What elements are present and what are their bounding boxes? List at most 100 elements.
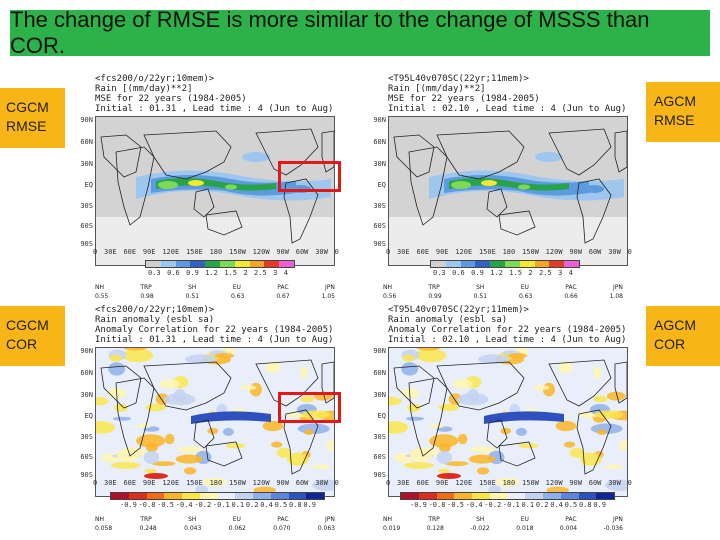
stat-label: NH [383,284,392,291]
colorbar-tick: 0.3 [433,269,446,277]
stat-label: NH [383,516,392,523]
stat-value: 0.98 [140,293,154,300]
colorbar-tick: 0.2 [245,501,259,509]
stat-label: TRP [140,284,152,291]
lat-tick: 90S [80,240,93,248]
lat-tick: 60S [373,222,386,230]
lat-tick: 90S [373,471,386,479]
colorbar-tick: -0.2 [194,501,212,509]
colorbar-swatch [182,493,200,499]
colorbar-tick: -0.1 [502,501,520,509]
lon-tick: 90W [276,479,289,487]
stat-label: SH [188,284,197,291]
stat-label: EU [520,284,529,291]
cor-map-agcm [388,347,628,497]
lon-tick: 150E [185,479,203,487]
rmse-map-agcm [388,116,628,266]
lon-tick: 60E [123,479,137,487]
lat-tick: 60S [80,222,93,230]
colorbar-swatch [190,261,206,267]
colorbar-swatch [418,493,437,499]
lon-tick: 30E [397,479,410,487]
colorbar-swatch [146,493,165,499]
panel-header: <T95L40v070SC(22yr;11mem)> Rain [(mm/day… [388,74,627,114]
colorbar-swatch [431,261,446,267]
stat-value: 1.05 [321,293,335,300]
colorbar-swatch [160,261,176,267]
lon-tick: 120W [252,248,270,256]
stat-value: 0.56 [383,293,397,300]
colorbar-tick: 4 [283,269,288,277]
colorbar-swatch [249,261,265,267]
colorbar-tick: 0.6 [167,269,180,277]
stat-label: EU [232,284,241,291]
lat-tick: 90N [373,116,386,124]
lat-tick: 60N [80,138,93,146]
lon-tick: 90E [142,479,156,487]
stat-label: PAC [565,516,577,523]
lat-tick: 90N [80,347,93,355]
colorbar-swatch [454,493,472,499]
colorbar-tick: 0.6 [452,269,465,277]
lon-tick: 90W [569,479,582,487]
cor-colorbar [400,492,615,500]
slide-title: The change of RMSE is more similar to th… [10,7,710,58]
lat-tick: 30N [373,160,386,168]
colorbar-tick: 2 [243,269,248,277]
stat-value: 0.063 [317,525,335,532]
colorbar-swatch [489,493,508,499]
lon-tick: 150W [522,248,539,256]
lon-ticks: 0 30E 60E 90E 120E 150E 180 150W 120W 90W 60W 30W 0 [386,248,632,256]
stat-label: SH [476,284,485,291]
stat-value: 0.55 [95,293,109,300]
stat-value: 0.66 [564,293,578,300]
stat-value: 0.63 [518,293,533,300]
lat-tick: 30S [373,202,386,210]
stat-label: SH [188,516,197,523]
colorbar-tick: 0.5 [274,501,288,509]
rmse-colorbar-ticks: 0.3 0.6 0.9 1.2 1.5 2 2.5 3 4 [148,269,288,277]
lat-tick: 30S [80,202,93,210]
stat-label: PAC [565,284,577,291]
colorbar-swatch [217,493,236,499]
colorbar-tick: -0.9 [120,501,137,509]
lon-tick: 30E [397,248,410,256]
colorbar-tick: 3 [558,269,563,277]
colorbar-tick: 0.1 [521,501,535,509]
stat-value: 0.004 [559,525,578,532]
lon-tick: 90E [435,248,449,256]
colorbar-swatch [205,261,220,267]
lon-tick: 150E [478,479,496,487]
colorbar-swatch [199,493,218,499]
colorbar-tick: 2.5 [539,269,552,277]
stats-table: NH TRP SH EU PAC JPN 0.56 0.99 0.51 0.63… [383,284,623,302]
colorbar-swatch [146,261,161,267]
stat-label: NH [95,284,104,291]
cor-colorbar-ticks: -0.9 -0.8 -0.5 -0.4 -0.2 -0.1 0.1 0.2 0.4 0.5 0.8 0… [410,501,606,509]
stat-value: 0.248 [139,525,157,532]
lon-tick: 0 [93,248,98,256]
colorbar-swatch [534,261,550,267]
stat-value: 1.08 [609,293,623,300]
stat-value: 0.043 [184,525,202,532]
lon-tick: 30W [608,248,621,256]
colorbar-tick: 2.5 [254,269,267,277]
colorbar-tick: 0.8 [288,501,302,509]
lon-tick: 120E [455,248,473,256]
colorbar-swatch [219,261,235,267]
stat-value: 0.51 [473,293,488,300]
lat-tick: 60N [373,138,386,146]
lat-tick: EQ [84,181,93,189]
stat-label: EU [520,516,529,523]
colorbar-tick: -0.8 [138,501,156,509]
stats-table: NH TRP SH EU PAC JPN 0.55 0.98 0.51 0.63… [95,284,335,302]
lon-tick: 150E [185,248,203,256]
stat-label: JPN [325,284,335,291]
colorbar-tick: 1.2 [490,269,503,277]
lon-tick: 30E [104,248,117,256]
lon-tick: 120E [162,248,180,256]
panel-header: <fcs200/o/22yr;10mem)> Rain [(mm/day)**2… [95,74,334,114]
stat-label: TRP [428,516,440,523]
lon-ticks: 0 30E 60E 90E 120E 150E 180 150W 120W 90W 60W 30W 0 [386,479,632,487]
stat-label: PAC [277,516,289,523]
